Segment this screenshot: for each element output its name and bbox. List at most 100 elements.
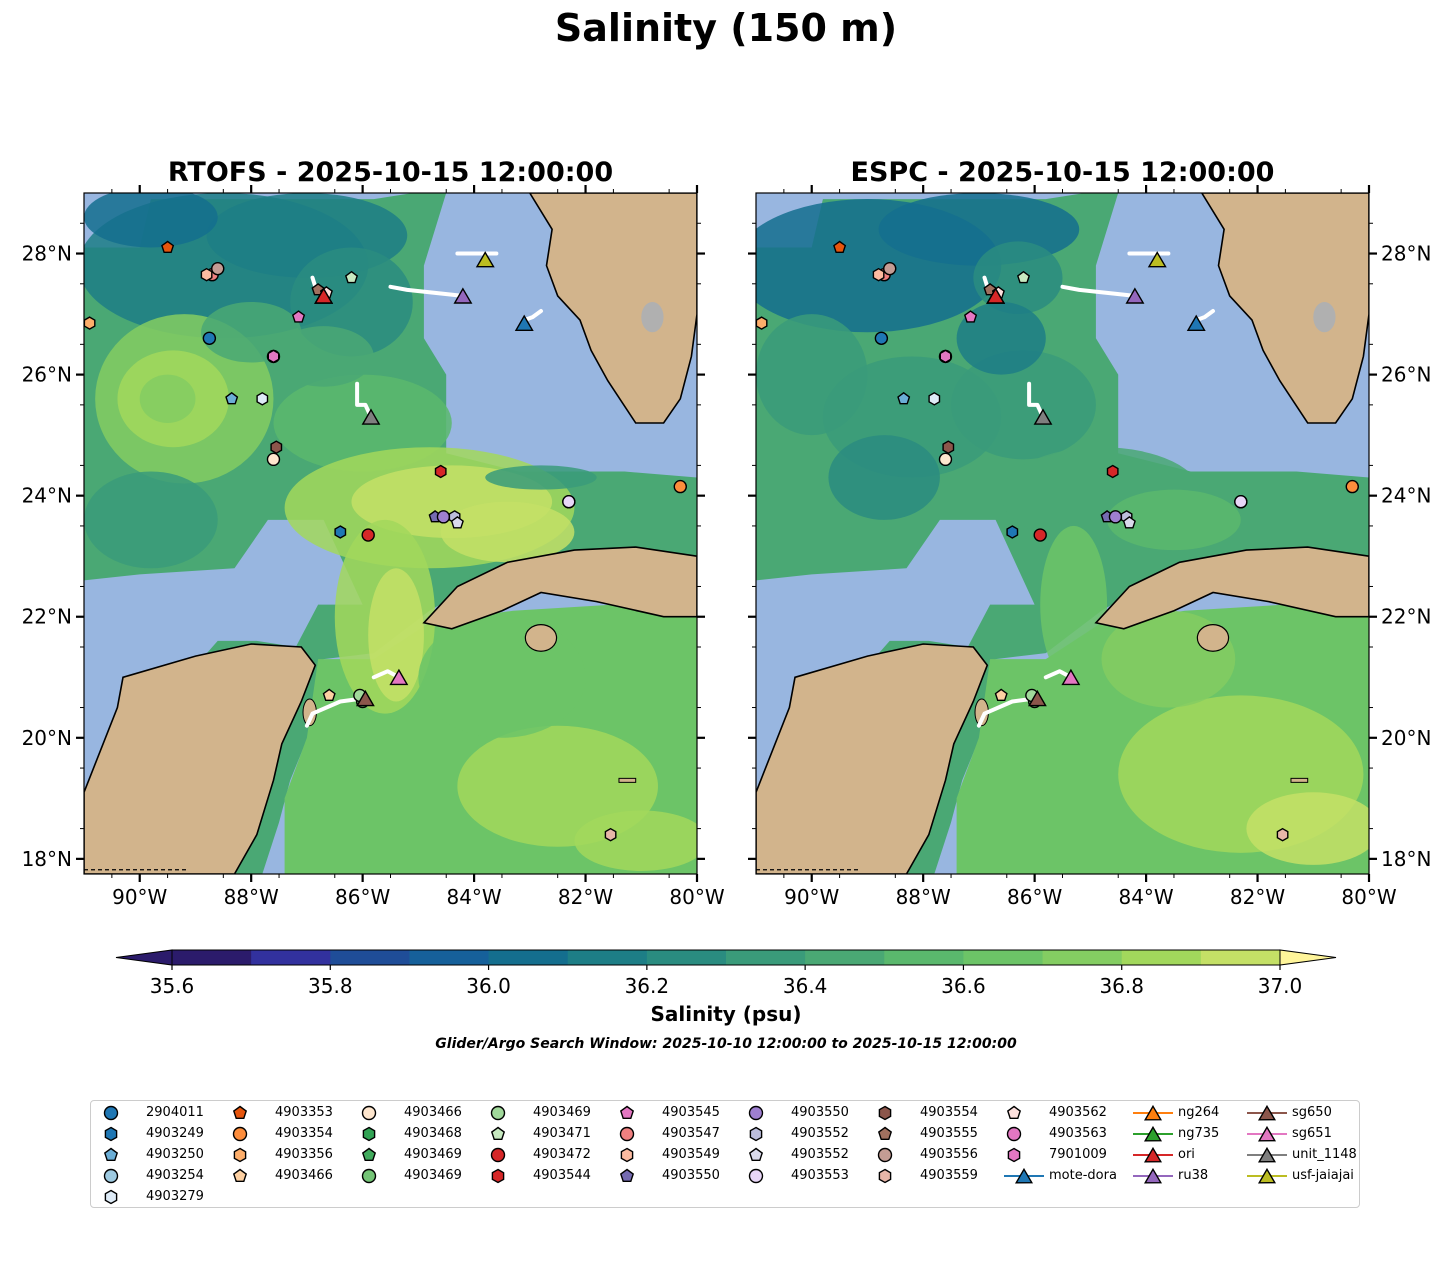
legend-marker (1007, 1147, 1021, 1163)
platform-marker-4903279 (928, 391, 941, 406)
platform-marker-4903544 (434, 464, 447, 479)
legend-marker-swatch (490, 1147, 506, 1163)
platform-marker-2904011 (202, 331, 217, 345)
salinity-contour (956, 301, 1046, 375)
colorbar-tick-label: 36.2 (625, 974, 670, 998)
platform-marker-sg651 (1061, 668, 1081, 686)
legend-marker-swatch (620, 1147, 634, 1163)
platform-marker-usf-jaiajai (1147, 251, 1167, 268)
lon-tick-label: 82°W (1230, 885, 1285, 909)
salinity-contour (418, 616, 586, 738)
legend-marker-swatch (490, 1105, 506, 1121)
colorbar-segment (251, 950, 331, 965)
platform-marker-ori (986, 287, 1006, 304)
legend-marker-swatch (748, 1105, 764, 1121)
lon-tick-label: 82°W (558, 885, 613, 909)
platform-marker-4903559 (1276, 827, 1289, 842)
salinity-contour (84, 471, 218, 569)
legend-marker-swatch (1133, 1125, 1173, 1142)
colorbar-segment (409, 950, 490, 965)
lon-tick-label: 88°W (896, 885, 951, 909)
legend-marker-swatch (361, 1105, 377, 1121)
colorbar-segment (1121, 950, 1202, 965)
legend-label: 4903549 (662, 1147, 720, 1162)
colorbar-segment (488, 950, 569, 965)
legend-label: 4903563 (1049, 1126, 1107, 1141)
platform-marker-4903556 (211, 261, 225, 276)
platform-marker-4903554 (270, 440, 283, 455)
legend-marker-swatch (1006, 1126, 1022, 1142)
legend-marker-swatch (1004, 1167, 1044, 1184)
legend: 2904011 4903249 4903250 4903254 4903279 49033… (90, 1100, 1360, 1208)
legend-marker (1143, 1125, 1163, 1142)
legend-marker (878, 1168, 892, 1184)
lake-okeechobee (1313, 301, 1336, 333)
land-florida (1200, 193, 1369, 424)
legend-marker-swatch (1007, 1147, 1021, 1163)
colorbar-extend-max (1279, 949, 1337, 966)
legend-label: 4903472 (533, 1147, 591, 1162)
glider-track (1060, 284, 1137, 298)
platform-marker-4903471 (344, 270, 359, 284)
glider-track (976, 696, 1037, 728)
glider-track (522, 309, 543, 323)
legend-label: 4903354 (275, 1126, 333, 1141)
legend-label: 4903553 (791, 1168, 849, 1183)
legend-marker-swatch (619, 1168, 635, 1183)
legend-label: 4903547 (662, 1126, 720, 1141)
legend-label: 7901009 (1049, 1147, 1107, 1162)
legend-marker-swatch (1247, 1104, 1287, 1121)
platform-marker-4903553 (562, 495, 576, 509)
legend-marker (1257, 1125, 1277, 1142)
platform-marker-4903471 (1016, 270, 1031, 284)
colorbar-tick-label: 36.6 (941, 974, 986, 998)
legend-label: 4903250 (146, 1147, 204, 1162)
legend-marker (362, 1126, 376, 1142)
legend-marker-swatch (233, 1147, 247, 1163)
colorbar-tick-label: 37.0 (1258, 974, 1303, 998)
legend-marker (1006, 1126, 1022, 1142)
legend-marker (1257, 1146, 1277, 1163)
glider-track (355, 381, 373, 419)
colorbar-segment (1042, 950, 1123, 965)
platform-marker-4903545 (291, 310, 306, 323)
legend-marker (361, 1105, 377, 1121)
legend-label: sg651 (1292, 1126, 1332, 1141)
glider-track (1194, 309, 1215, 323)
legend-marker (619, 1168, 635, 1183)
legend-marker (1006, 1105, 1022, 1120)
lon-tick-label: 90°W (112, 885, 167, 909)
colorbar-segment (567, 950, 648, 965)
platform-marker-4903466 (994, 688, 1008, 701)
legend-label: 4903356 (275, 1147, 333, 1162)
legend-label: 4903556 (920, 1147, 978, 1162)
salinity-contour (139, 374, 196, 424)
legend-marker (748, 1147, 764, 1162)
lat-tick-label: 28°N (22, 242, 72, 266)
legend-marker (620, 1147, 634, 1163)
platform-marker-4903552 (1122, 516, 1136, 529)
colorbar-segment (646, 950, 727, 965)
platform-marker-sg651 (389, 668, 409, 686)
legend-marker-swatch (104, 1126, 118, 1142)
legend-label: ru38 (1178, 1168, 1209, 1183)
legend-label: 4903279 (146, 1189, 204, 1204)
lat-tick-label: 26°N (22, 363, 72, 387)
land-cayman (1290, 777, 1309, 783)
legend-marker (103, 1168, 119, 1184)
legend-marker (361, 1147, 377, 1162)
legend-marker (232, 1168, 248, 1183)
platform-marker-ru38 (1125, 287, 1145, 304)
colorbar-segment (726, 950, 806, 965)
lat-tick-label: 18°N (1381, 847, 1431, 871)
legend-marker-swatch (491, 1168, 505, 1184)
salinity-contour (574, 810, 697, 871)
legend-marker-swatch (361, 1168, 377, 1184)
colorbar-tick-label: 35.8 (308, 974, 353, 998)
lat-tick-label: 18°N (22, 847, 72, 871)
legend-label: 4903471 (533, 1126, 591, 1141)
legend-marker-swatch (232, 1105, 248, 1120)
platform-marker-4903545 (963, 310, 978, 323)
platform-marker-4903279 (256, 391, 269, 406)
legend-label: 4903550 (791, 1105, 849, 1120)
